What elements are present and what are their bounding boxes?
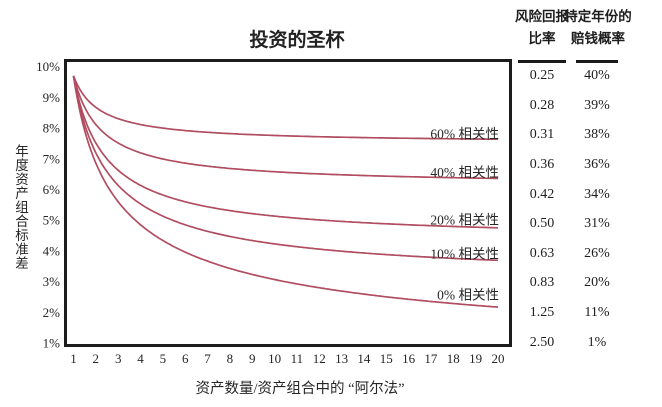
curve-40-correlation bbox=[72, 75, 498, 180]
x-tick-label: 19 bbox=[469, 351, 482, 366]
y-tick-label: 1% bbox=[43, 336, 61, 351]
x-axis-title: 资产数量/资产组合中的 “阿尔法” bbox=[195, 381, 405, 397]
probability-header-underline bbox=[576, 60, 618, 63]
ratio-value: 0.50 bbox=[529, 216, 555, 232]
x-tick-label: 20 bbox=[492, 351, 505, 366]
ratio-header-underline bbox=[518, 60, 566, 63]
y-tick-label: 9% bbox=[43, 90, 61, 105]
probability-value: 38% bbox=[584, 127, 610, 143]
plot-border bbox=[64, 59, 512, 347]
probability-value: 20% bbox=[584, 275, 610, 291]
probability-value: 26% bbox=[584, 245, 610, 261]
y-tick-label: 6% bbox=[43, 182, 61, 197]
curve-0-correlation bbox=[72, 75, 499, 308]
x-tick-label: 18 bbox=[447, 351, 460, 366]
ratio-value: 0.36 bbox=[529, 156, 555, 172]
x-tick-label: 6 bbox=[182, 351, 189, 366]
curve-label-60: 60% 相关性 bbox=[430, 127, 499, 142]
x-tick-label: 2 bbox=[93, 351, 100, 366]
x-tick-label: 4 bbox=[137, 351, 144, 366]
loss-probability-header-line2: 赔钱概率 bbox=[571, 30, 625, 46]
y-tick-label: 7% bbox=[43, 151, 61, 166]
x-tick-label: 17 bbox=[424, 351, 438, 366]
ratio-column: 0.25 0.28 0.31 0.36 0.42 0.50 0.63 0.83 … bbox=[510, 61, 574, 357]
x-tick-label: 16 bbox=[402, 351, 416, 366]
curve-label-20: 20% 相关性 bbox=[430, 213, 499, 228]
x-tick-label: 15 bbox=[380, 351, 393, 366]
y-axis-title: 年度资产组合标准差 bbox=[13, 144, 28, 270]
x-tick-label: 9 bbox=[249, 351, 256, 366]
probability-value: 11% bbox=[584, 305, 610, 321]
x-tick-label: 1 bbox=[70, 351, 77, 366]
ratio-value: 0.28 bbox=[529, 97, 555, 113]
risk-return-ratio-header: 风险回报 比率 bbox=[508, 6, 576, 50]
x-tick-label: 14 bbox=[357, 351, 371, 366]
probability-value: 36% bbox=[584, 156, 610, 172]
curve-label-10: 10% 相关性 bbox=[430, 247, 499, 262]
curve-label-40: 40% 相关性 bbox=[430, 165, 499, 180]
x-tick-label: 3 bbox=[115, 351, 122, 366]
probability-value: 40% bbox=[584, 68, 610, 83]
curve-label-0: 0% 相关性 bbox=[437, 287, 499, 302]
loss-probability-header-line1: 特定年份的 bbox=[564, 9, 632, 24]
x-tick-label: 7 bbox=[204, 351, 211, 366]
risk-return-ratio-header-line2: 比率 bbox=[528, 30, 556, 46]
y-tick-label: 8% bbox=[43, 121, 61, 136]
y-tick-label: 3% bbox=[43, 274, 61, 289]
ratio-value: 0.31 bbox=[529, 127, 555, 143]
ratio-value: 1.25 bbox=[529, 305, 555, 321]
x-tick-label: 13 bbox=[335, 351, 348, 366]
chart-title: 投资的圣杯 bbox=[249, 30, 345, 51]
probability-value: 39% bbox=[584, 97, 610, 113]
ratio-value: 0.25 bbox=[529, 68, 555, 83]
x-tick-label: 5 bbox=[160, 351, 167, 366]
y-tick-label: 5% bbox=[43, 213, 61, 228]
ratio-value: 2.50 bbox=[529, 334, 555, 350]
x-tick-label: 8 bbox=[227, 351, 234, 366]
curve-10-correlation bbox=[72, 75, 499, 262]
y-tick-label: 2% bbox=[43, 305, 61, 320]
risk-return-ratio-header-line1: 风险回报 bbox=[515, 9, 569, 24]
y-tick-label: 4% bbox=[43, 243, 61, 258]
probability-column: 40% 39% 38% 36% 34% 31% 26% 20% 11% 1% bbox=[570, 61, 624, 357]
x-tick-label: 10 bbox=[268, 351, 281, 366]
x-tick-label: 11 bbox=[291, 351, 304, 366]
probability-value: 34% bbox=[584, 186, 610, 202]
ratio-value: 0.83 bbox=[529, 275, 555, 291]
ratio-value: 0.63 bbox=[529, 245, 555, 261]
curve-20-correlation bbox=[72, 75, 498, 229]
curve-60-correlation bbox=[72, 75, 498, 141]
loss-probability-header: 特定年份的 赔钱概率 bbox=[558, 6, 638, 50]
probability-value: 31% bbox=[584, 216, 610, 232]
ratio-value: 0.42 bbox=[529, 186, 555, 202]
y-tick-label: 10% bbox=[36, 59, 60, 74]
probability-value: 1% bbox=[587, 334, 607, 350]
x-tick-label: 12 bbox=[313, 351, 326, 366]
